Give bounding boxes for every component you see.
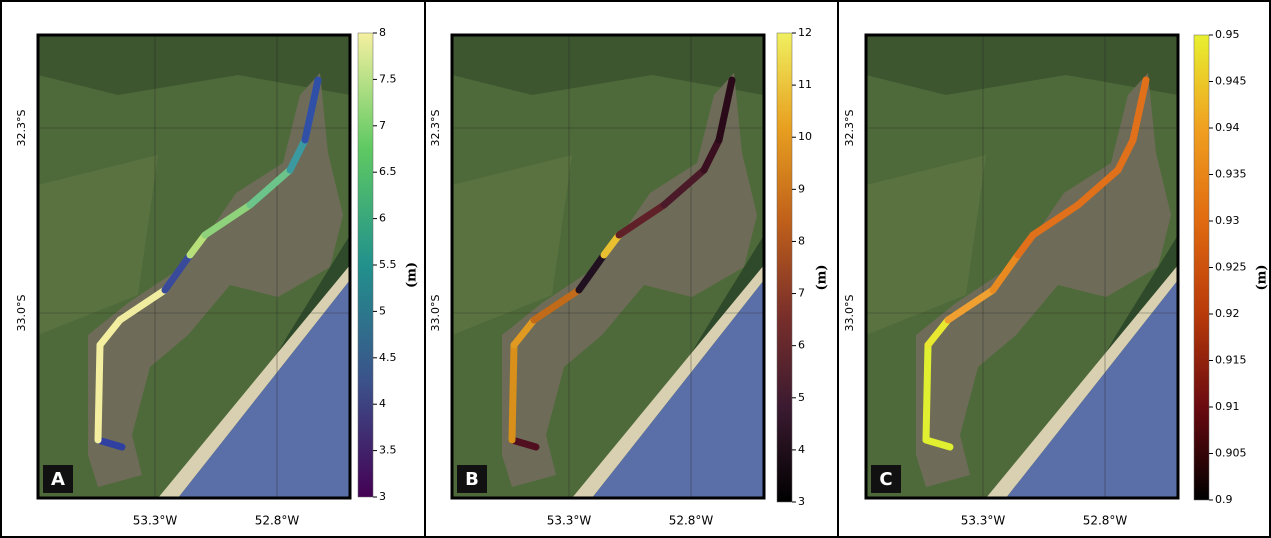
colorbar-unit: (m) [1255,264,1270,290]
colorbar-tick-label: 5 [798,391,805,404]
colorbar-tick-label: 6 [798,339,805,352]
x-tick-label: 52.8°W [255,514,300,528]
colorbar-tick-label: 3.5 [379,444,397,457]
y-tick-label: 33.0°S [843,295,856,332]
x-tick-label: 52.8°W [669,514,714,528]
panel-label: A [51,469,65,490]
colorbar [358,33,373,497]
colorbar-unit: (m) [815,264,830,290]
colorbar-tick-label: 7 [798,287,805,300]
colorbar-tick-label: 3 [798,495,805,508]
colorbar-tick-label: 7.5 [379,72,397,85]
colorbar-tick-label: 7 [379,119,386,132]
colorbar-tick-label: 0.935 [1215,168,1247,181]
y-tick-label: 33.0°S [429,295,442,332]
colorbar-tick-label: 11 [798,78,812,91]
colorbar-tick-label: 4 [379,397,386,410]
track-segment [512,345,514,440]
y-tick-label: 32.3°S [843,110,856,147]
colorbar-tick-label: 3 [379,490,386,503]
y-tick-label: 33.0°S [15,295,28,332]
colorbar-tick-label: 0.93 [1215,214,1240,227]
colorbar-tick-label: 6.5 [379,165,397,178]
colorbar-tick-label: 9 [798,182,805,195]
colorbar-tick-label: 12 [798,26,812,39]
x-tick-label: 53.3°W [547,514,592,528]
panel-label: C [879,469,892,490]
colorbar-tick-label: 5.5 [379,258,397,271]
colorbar-tick-label: 0.915 [1215,354,1247,367]
colorbar-tick-label: 0.945 [1215,75,1247,88]
colorbar-tick-label: 0.905 [1215,447,1247,460]
map [452,35,764,498]
colorbar-tick-label: 4.5 [379,351,397,364]
colorbar [1194,35,1209,500]
colorbar-tick-label: 0.925 [1215,261,1247,274]
x-tick-label: 53.3°W [133,514,178,528]
colorbar [777,33,792,502]
colorbar-tick-label: 5 [379,304,386,317]
x-tick-label: 53.3°W [961,514,1006,528]
colorbar-tick-label: 0.92 [1215,307,1240,320]
track-segment [98,345,100,440]
y-tick-label: 32.3°S [429,110,442,147]
colorbar-tick-label: 0.95 [1215,28,1240,41]
map [38,35,350,498]
track-segment [926,345,928,440]
colorbar-tick-label: 6 [379,212,386,225]
figure: 32.3°S 33.0°S 53.3°W 52.8°W A 3 3.5 4 4.5 5 5.5 6 6.… [0,0,1271,538]
colorbar-tick-label: 8 [379,26,386,39]
colorbar-tick-label: 4 [798,443,805,456]
colorbar-tick-label: 8 [798,234,805,247]
panel-label: B [465,469,479,490]
x-tick-label: 52.8°W [1083,514,1128,528]
y-tick-label: 32.3°S [15,110,28,147]
colorbar-tick-label: 0.91 [1215,400,1240,413]
colorbar-tick-label: 0.94 [1215,121,1240,134]
map [866,35,1178,498]
colorbar-tick-label: 10 [798,130,812,143]
colorbar-unit: (m) [405,262,420,288]
colorbar-tick-label: 0.9 [1215,493,1233,506]
